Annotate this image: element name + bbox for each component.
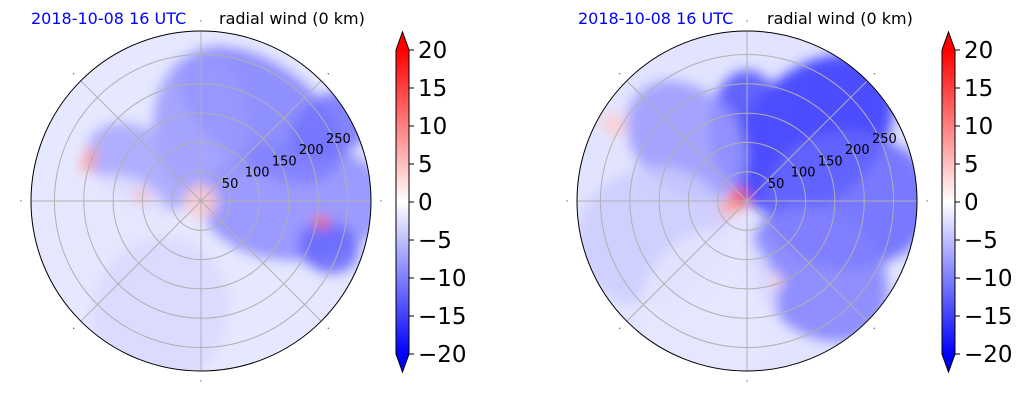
colorbar-tick-label: 20 <box>964 38 993 64</box>
colorbar-tick-label: −15 <box>418 304 467 330</box>
polar-grid-right <box>566 20 928 382</box>
polar-frame-right <box>576 30 918 372</box>
colorbar-tick-label: 15 <box>964 76 993 102</box>
outer-tick-0 <box>926 200 928 202</box>
radial-wind-field-left <box>38 46 371 371</box>
outer-tick-225 <box>619 327 621 329</box>
radial-tick-label: 200 <box>299 143 324 158</box>
grid-spoke-315 <box>746 200 868 322</box>
polar-grid-left <box>20 20 382 382</box>
radial-tick-label: 250 <box>872 132 897 147</box>
grid-spoke-45 <box>200 80 322 202</box>
title-right-date: 2018-10-08 16 UTC <box>578 9 733 28</box>
title-left-variable: radial wind (0 km) <box>219 9 365 28</box>
colorbar-tick-label: −5 <box>418 228 452 254</box>
colorbar-extend-high <box>396 32 409 50</box>
outer-tick-225 <box>73 327 75 329</box>
outer-tick-45 <box>327 73 329 75</box>
field-feature-8 <box>719 199 737 217</box>
field-feature-9 <box>601 113 628 136</box>
outer-tick-45 <box>873 73 875 75</box>
panel-left: 2018-10-08 16 UTC radial wind (0 km) 501… <box>20 9 467 382</box>
colorbar-tick-label: 5 <box>418 152 433 178</box>
colorbar-tick-label: −10 <box>418 266 467 292</box>
colorbar-extend-low <box>396 354 409 372</box>
colorbar-extend-high <box>942 32 955 50</box>
grid-spoke-315 <box>200 200 322 322</box>
outer-tick-315 <box>873 327 875 329</box>
colorbar-tick-label: −10 <box>964 266 1013 292</box>
title-left-date: 2018-10-08 16 UTC <box>31 9 186 28</box>
panel-right: 2018-10-08 16 UTC radial wind (0 km) 501… <box>566 9 1013 382</box>
outer-tick-135 <box>73 73 75 75</box>
colorbar-right: 20 15 10 5 0 −5 −10 −15 −20 <box>941 30 1013 374</box>
colorbar-tick-label: −5 <box>964 228 998 254</box>
outer-tick-270 <box>746 380 748 382</box>
outer-tick-0 <box>380 200 382 202</box>
grid-spoke-45 <box>746 80 868 202</box>
colorbar-tick-label: 20 <box>418 38 447 64</box>
grid-spoke-225 <box>626 200 748 322</box>
colorbar-extend-low <box>942 354 955 372</box>
outer-tick-180 <box>20 200 22 202</box>
radial-tick-label: 50 <box>768 177 785 192</box>
colorbar-tick-label: 15 <box>418 76 447 102</box>
colorbar-body <box>942 50 955 354</box>
radial-tick-label: 100 <box>791 166 816 181</box>
colorbar-body <box>396 50 409 354</box>
grid-spoke-135 <box>80 80 202 202</box>
outer-tick-90 <box>200 20 202 22</box>
outer-tick-90 <box>746 20 748 22</box>
radial-tick-label: 150 <box>272 154 297 169</box>
radial-tick-label: 50 <box>222 177 239 192</box>
colorbar-tick-label: −15 <box>964 304 1013 330</box>
outer-tick-135 <box>619 73 621 75</box>
colorbar-tick-label: 10 <box>964 114 993 140</box>
radial-tick-label: 150 <box>818 154 843 169</box>
radial-tick-label: 200 <box>845 143 870 158</box>
outer-tick-315 <box>327 327 329 329</box>
colorbar-tick-label: 5 <box>964 152 979 178</box>
colorbar-tick-label: −20 <box>964 342 1013 368</box>
field-feature-11 <box>134 189 149 203</box>
radial-tick-label: 250 <box>326 132 351 147</box>
field-feature-10 <box>81 147 98 174</box>
colorbar-tick-label: 10 <box>418 114 447 140</box>
polar-frame-left <box>30 30 372 372</box>
title-right-variable: radial wind (0 km) <box>767 9 913 28</box>
field-feature-7 <box>91 237 230 371</box>
outer-tick-180 <box>566 200 568 202</box>
field-blobs <box>38 46 371 371</box>
colorbar-tick-label: 0 <box>964 190 979 216</box>
grid-spoke-225 <box>80 200 202 322</box>
colorbar-tick-label: 0 <box>418 190 433 216</box>
colorbar-left: 20 15 10 5 0 −5 −10 −15 −20 <box>395 30 467 374</box>
grid-spoke-135 <box>626 80 748 202</box>
colorbar-tick-label: −20 <box>418 342 467 368</box>
radial-tick-label: 100 <box>245 166 270 181</box>
outer-tick-270 <box>200 380 202 382</box>
